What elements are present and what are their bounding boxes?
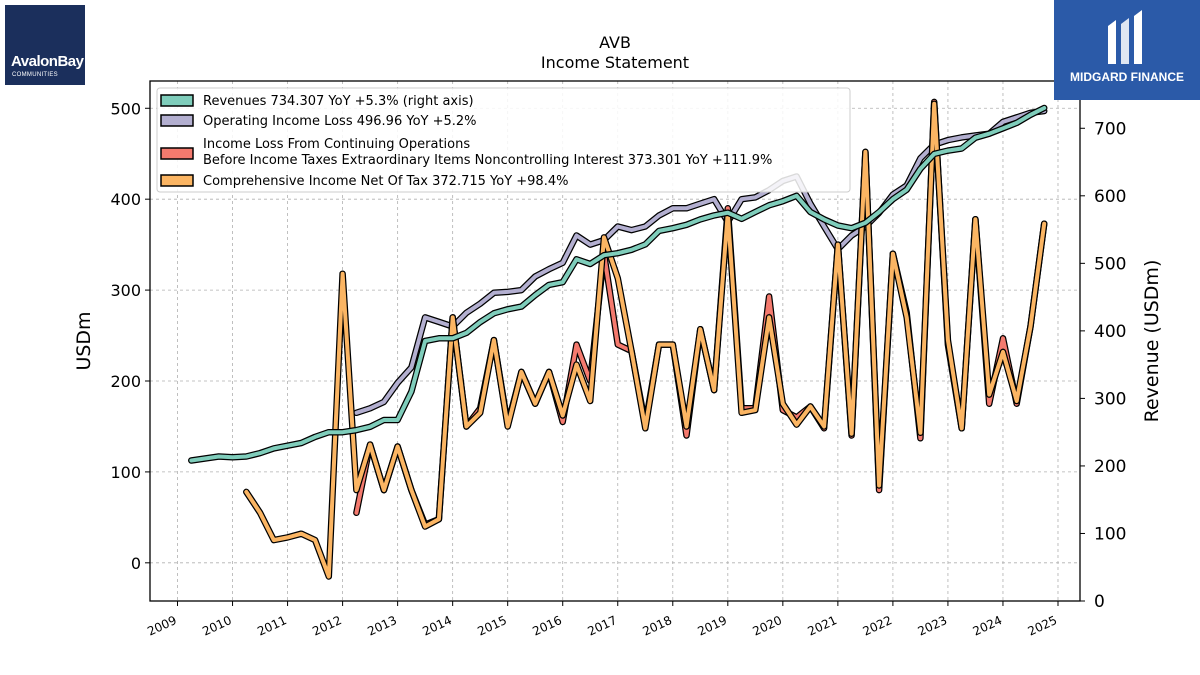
legend-swatch [160,114,194,127]
y-axis-label: USDm [73,311,95,370]
y-right-tick-label: 200 [1094,457,1126,477]
legend-label: Comprehensive Income Net Of Tax 372.715 … [203,174,568,189]
y-tick-label: 100 [110,463,141,482]
series-revenues [188,104,1048,464]
legend-label: Operating Income Loss 496.96 YoY +5.2% [203,114,477,129]
x-tick-label: 2014 [420,613,454,639]
x-tick-label: 2025 [1026,613,1060,639]
chart-title: AVB [599,33,631,52]
y-tick-label: 200 [110,372,141,391]
x-tick-label: 2012 [310,613,344,639]
y-tick-label: 300 [110,281,141,300]
legend: Revenues 734.307 YoY +5.3% (right axis) O… [156,87,851,193]
y-right-tick-label: 0 [1094,592,1105,612]
x-tick-label: 2010 [200,613,234,639]
x-tick-label: 2023 [916,613,950,639]
legend-label: Revenues 734.307 YoY +5.3% (right axis) [203,94,474,109]
x-tick-label: 2017 [585,613,619,639]
x-tick-label: 2022 [861,613,895,639]
legend-label-line2: Before Income Taxes Extraordinary Items … [203,153,772,168]
y-right-tick-label: 700 [1094,119,1126,139]
plot-frame [149,80,1081,602]
x-tick-label: 2011 [255,613,289,639]
legend-item-pretax: Income Loss From Continuing OperationsBe… [160,137,772,168]
series-layer [188,98,1048,580]
midgard-mark-icon [1108,10,1142,64]
logo-left-text: AvalonBay [11,53,84,70]
chart-subtitle: Income Statement [541,53,689,72]
y-right-tick-label: 300 [1094,389,1126,409]
x-tick-label: 2013 [365,613,399,639]
x-tick-label: 2018 [640,613,674,639]
legend-swatch [160,147,194,160]
y-right-tick-label: 600 [1094,187,1126,207]
x-tick-label: 2024 [971,613,1005,639]
y-axis-label-right: Revenue (USDm) [1141,260,1163,423]
y-tick-label: 400 [110,190,141,209]
x-tick-label: 2019 [695,613,729,639]
x-tick-label: 2015 [475,613,509,639]
legend-item-comprehensive: Comprehensive Income Net Of Tax 372.715 … [160,174,568,189]
legend-item-revenues: Revenues 734.307 YoY +5.3% (right axis) [160,94,474,109]
x-tick-label: 2021 [806,613,840,639]
y-tick-label: 0 [131,554,141,573]
y-tick-label: 500 [110,99,141,118]
series-comprehensive-line [244,101,1047,579]
avalonbay-logo: AvalonBay COMMUNITIES [5,5,85,85]
logo-right-text: MIDGARD FINANCE [1070,70,1184,84]
y-right-tick-label: 500 [1094,254,1126,274]
x-tick-label: 2016 [530,613,564,639]
legend-label: Income Loss From Continuing Operations [203,137,470,152]
midgard-finance-logo: MIDGARD FINANCE [1054,0,1200,100]
legend-swatch [160,94,194,107]
logo-left-subtext: COMMUNITIES [12,72,58,78]
legend-swatch [160,174,194,187]
y-right-tick-label: 400 [1094,322,1126,342]
legend-item-operating: Operating Income Loss 496.96 YoY +5.2% [160,114,477,129]
x-tick-label: 2020 [751,613,785,639]
series-comprehensive [243,100,1048,580]
legend-box [156,87,851,193]
y-right-tick-label: 100 [1094,524,1126,544]
series-revenues-line [189,106,1047,463]
x-tick-label: 2009 [145,613,179,639]
